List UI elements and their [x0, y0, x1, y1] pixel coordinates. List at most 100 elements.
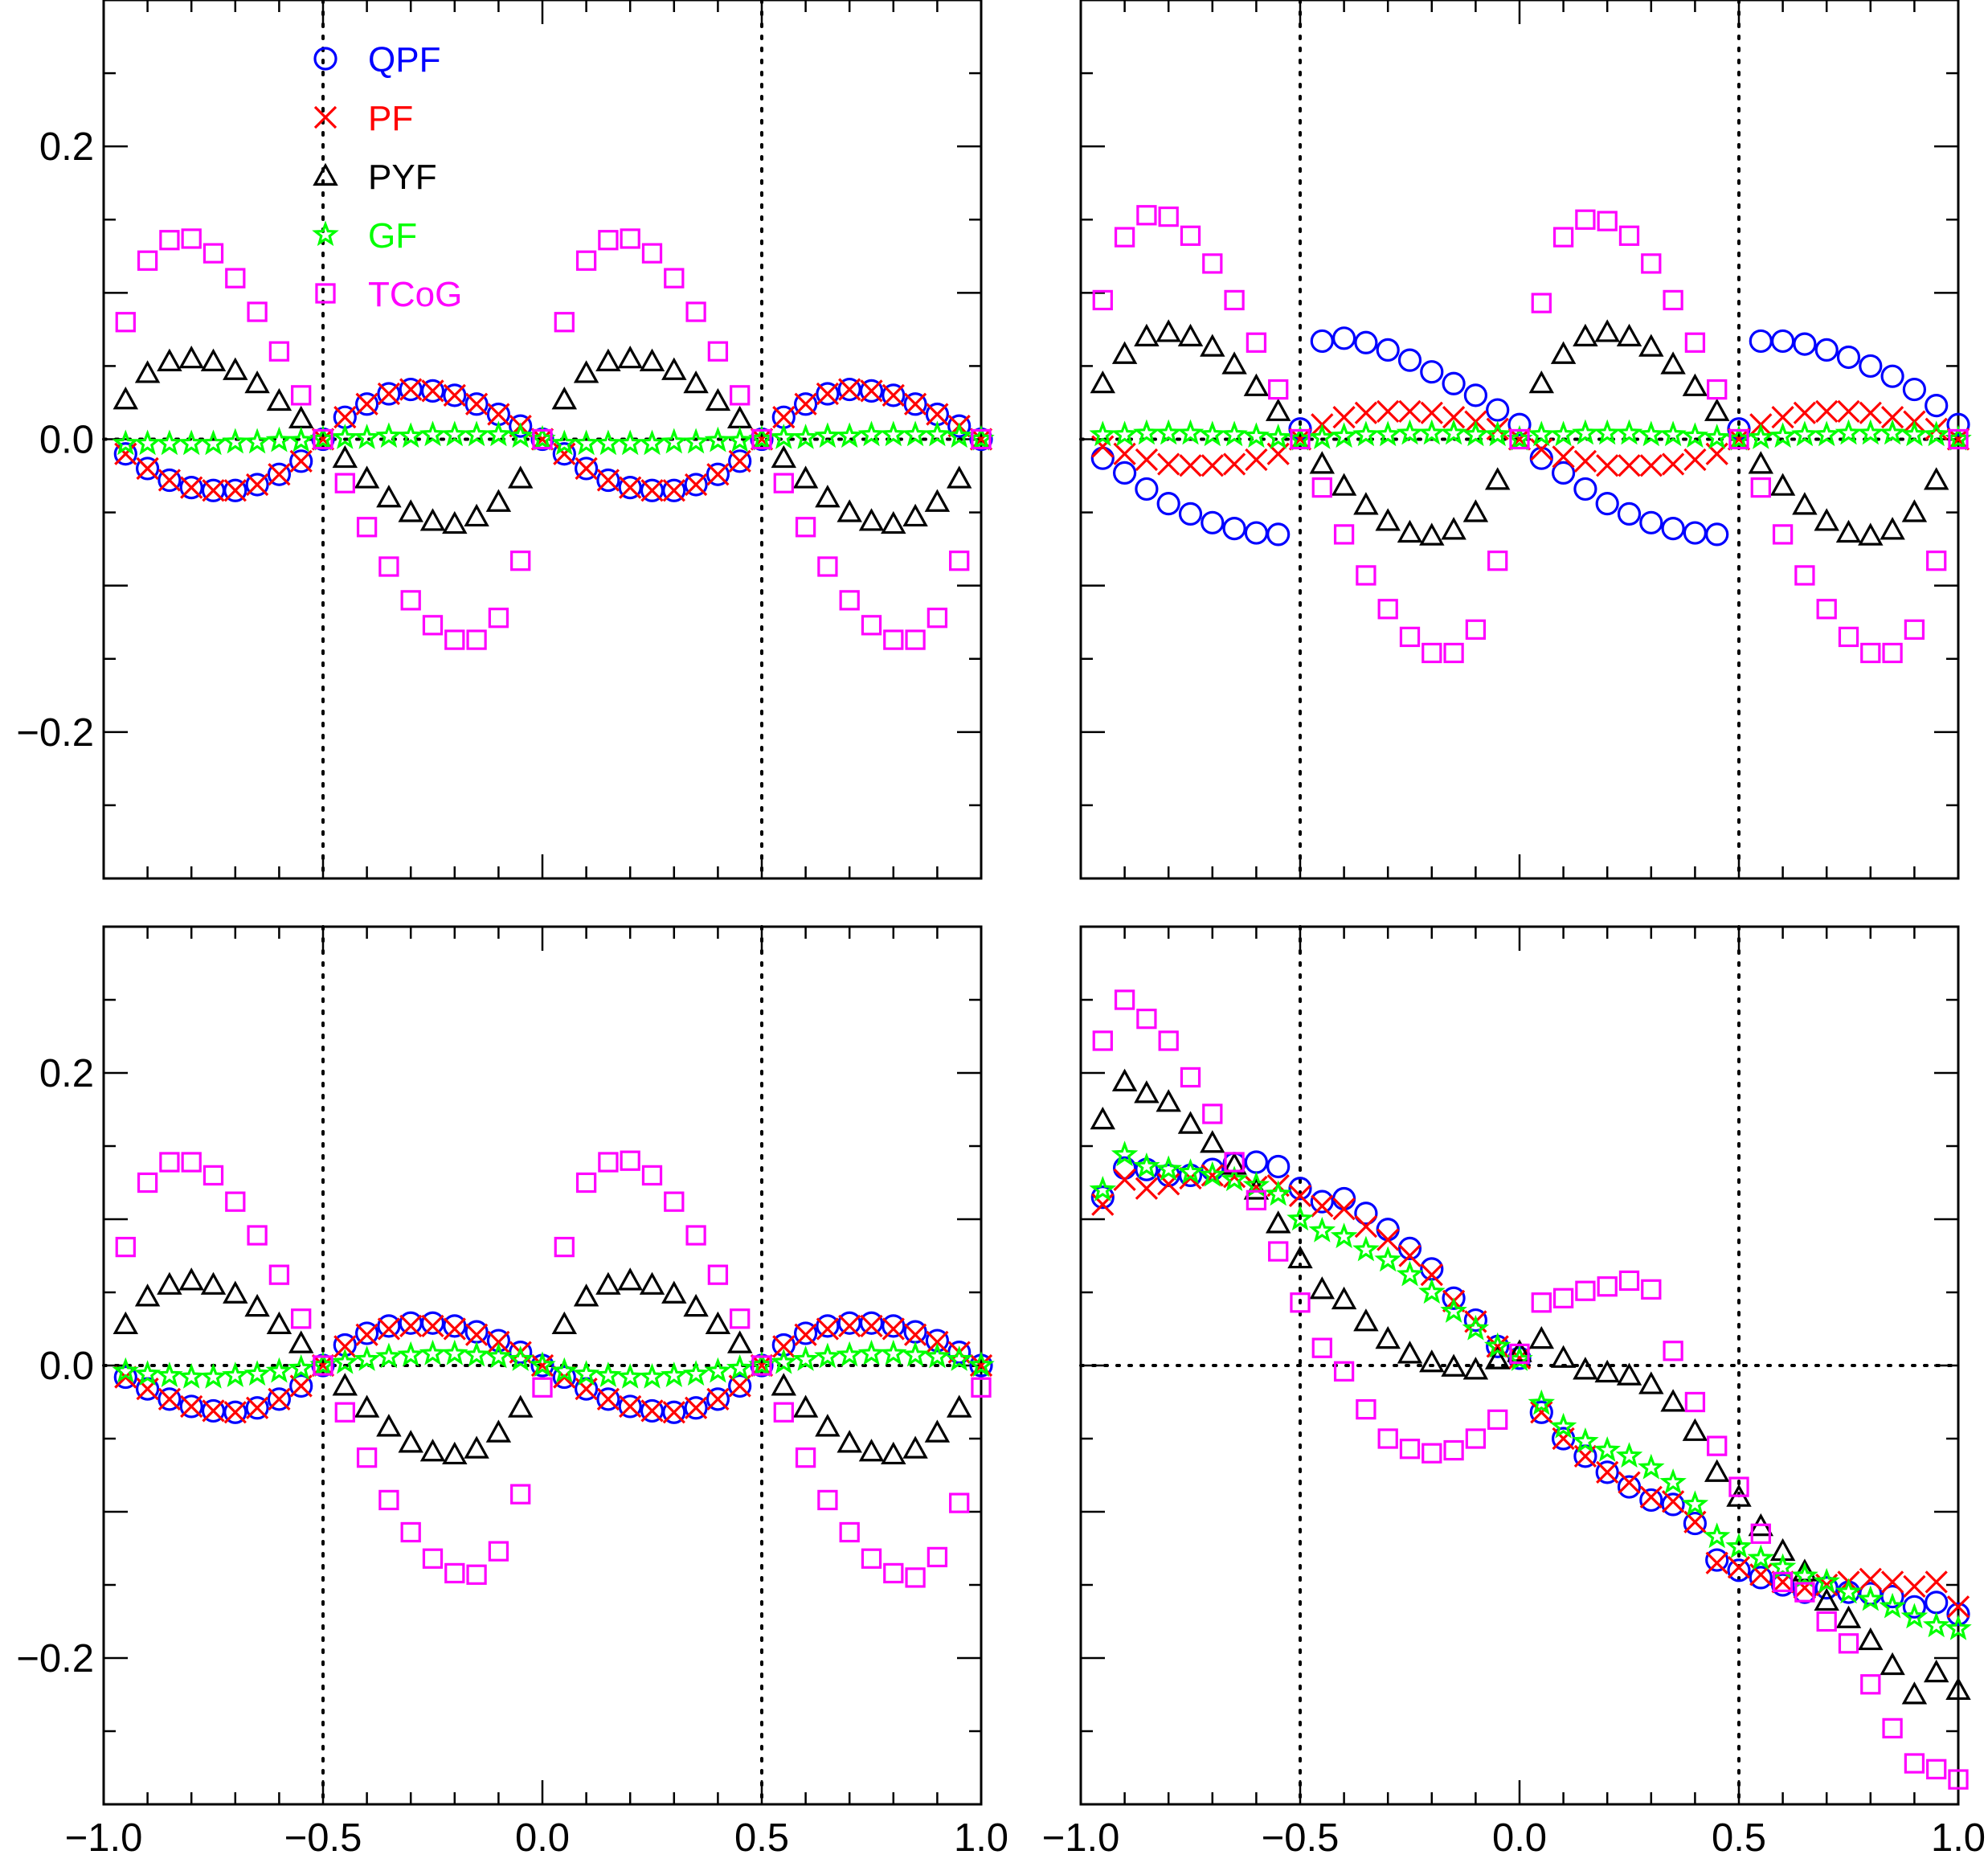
data-point [1597, 211, 1618, 231]
data-point [684, 1396, 708, 1419]
data-point [816, 382, 840, 406]
data-point [1310, 329, 1334, 354]
x-tick-label: −0.5 [284, 1816, 362, 1860]
data-point [444, 1562, 465, 1584]
data-point [291, 385, 312, 406]
data-point [1616, 1362, 1642, 1386]
data-point [971, 428, 992, 450]
data-point [1618, 454, 1641, 477]
data-point [222, 428, 249, 454]
data-point [1663, 1341, 1683, 1361]
data-point [510, 551, 531, 571]
data-point [466, 629, 487, 650]
data-point [1681, 422, 1709, 448]
data-point [1311, 477, 1332, 498]
legend-label: PF [368, 99, 413, 138]
data-point [266, 387, 292, 411]
data-point [945, 422, 973, 448]
data-point [463, 420, 490, 447]
data-point [726, 1330, 753, 1353]
data-point [1900, 1603, 1929, 1629]
data-point [1661, 1490, 1685, 1513]
data-point [443, 1314, 467, 1338]
data-point [1419, 522, 1445, 546]
data-point [333, 406, 357, 429]
data-point [1859, 1567, 1882, 1591]
data-point [793, 1321, 818, 1345]
data-point [923, 1342, 951, 1369]
data-point [333, 1335, 357, 1358]
data-point [1703, 1522, 1731, 1549]
data-point [223, 1401, 247, 1424]
data-point [1509, 428, 1530, 450]
data-point [1616, 323, 1642, 346]
data-point [971, 1377, 992, 1398]
data-point [730, 385, 751, 406]
data-point [684, 473, 708, 497]
data-point [1134, 1080, 1160, 1103]
data-point [1552, 1427, 1575, 1451]
data-point [532, 1377, 553, 1398]
data-point [400, 1521, 421, 1543]
data-point [726, 426, 754, 452]
data-point [353, 424, 381, 449]
data-point [1594, 319, 1620, 342]
data-point [200, 348, 227, 371]
data-point [1397, 1341, 1423, 1364]
data-point [309, 424, 337, 451]
series-square [115, 1150, 992, 1588]
data-point [1681, 1490, 1709, 1517]
data-point [443, 383, 467, 407]
data-point [1420, 401, 1443, 424]
data-point [181, 228, 202, 249]
data-point [817, 556, 838, 577]
data-point [1111, 341, 1138, 364]
data-point [770, 1348, 798, 1374]
data-point [157, 1387, 182, 1410]
data-point [267, 462, 291, 486]
data-point [947, 414, 972, 438]
series-star [1089, 1140, 1972, 1640]
data-point [1396, 1260, 1424, 1287]
data-point [1374, 1246, 1401, 1272]
data-point [487, 403, 510, 426]
data-point [640, 479, 664, 502]
x-tick-label: 1.0 [954, 1816, 1008, 1860]
data-point [486, 1329, 511, 1353]
data-point [1528, 420, 1556, 447]
data-point [1111, 1068, 1138, 1091]
data-point [1156, 1089, 1181, 1112]
data-point [245, 1396, 269, 1419]
data-point [1090, 1185, 1115, 1210]
legend-marker [312, 220, 339, 247]
data-point [1728, 1476, 1749, 1497]
data-point [1090, 1106, 1116, 1130]
data-point [1333, 1361, 1355, 1382]
data-point [1090, 370, 1116, 394]
data-point [529, 1351, 556, 1378]
data-point [595, 1361, 622, 1388]
data-point [134, 1284, 161, 1307]
data-point [287, 1354, 315, 1380]
data-point [685, 301, 706, 322]
data-point [1268, 1241, 1289, 1262]
data-point [685, 1225, 706, 1246]
data-point [313, 1355, 333, 1376]
data-point [1705, 522, 1729, 547]
data-point [1902, 377, 1926, 402]
data-point [422, 1548, 444, 1569]
data-point [882, 383, 906, 407]
data-point [794, 392, 817, 416]
data-point [1749, 1566, 1773, 1590]
data-point [1180, 225, 1201, 246]
data-point [1158, 206, 1179, 227]
data-point [924, 1419, 951, 1443]
data-point [1156, 319, 1181, 342]
x-tick-label: 0.5 [734, 1816, 789, 1860]
data-point [1092, 289, 1113, 311]
data-point [1113, 1168, 1136, 1191]
data-point [507, 1394, 534, 1418]
series-star [112, 420, 995, 456]
data-point [159, 1152, 180, 1173]
data-point [444, 629, 465, 650]
